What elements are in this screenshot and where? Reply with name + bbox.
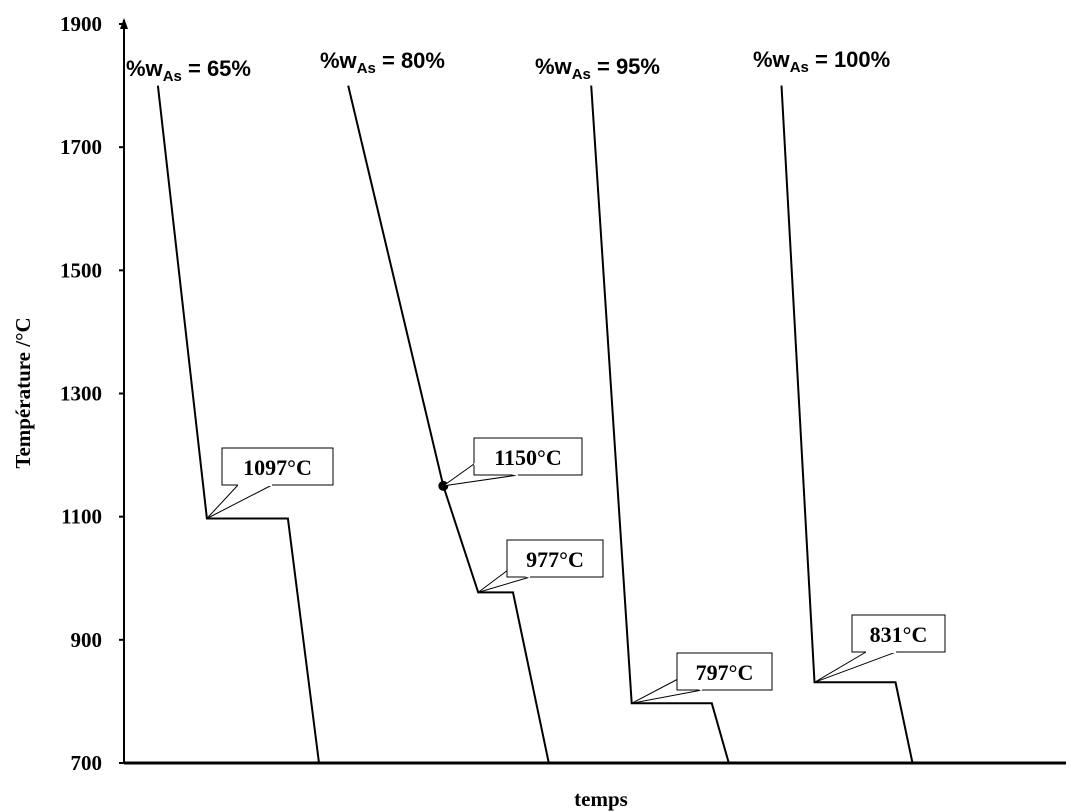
series-label-suffix: = 65% xyxy=(182,56,251,81)
series-line-3 xyxy=(590,85,730,764)
callout-label: 977°C xyxy=(526,547,584,572)
series-line-1 xyxy=(156,85,320,764)
callout-2: 1150°C xyxy=(443,437,583,487)
series-line-4 xyxy=(780,85,914,764)
callouts: 1097°C 1150°C 977°C 797°C 831°C xyxy=(206,437,946,704)
series-label-suffix: = 100% xyxy=(809,47,890,72)
series-label-prefix: %w xyxy=(753,47,791,72)
series-label-prefix: %w xyxy=(535,54,573,79)
callout-seam xyxy=(507,569,531,578)
callout-label: 1150°C xyxy=(494,445,561,470)
callout-4: 797°C xyxy=(631,652,773,704)
series-label-subscript: As xyxy=(357,60,376,77)
y-tick-label: 1100 xyxy=(61,505,102,529)
series-labels: %wAs = 65% %wAs = 80% %wAs = 95% %wAs = 100… xyxy=(126,47,890,85)
callout-pointer xyxy=(206,484,273,519)
callout-seam xyxy=(473,463,519,476)
callout-label: 797°C xyxy=(696,660,754,685)
series-label-4: %wAs = 100% xyxy=(753,47,890,76)
y-axis-title: Température /°C xyxy=(11,317,35,468)
series-label-suffix: = 80% xyxy=(376,48,445,73)
callout-5: 831°C xyxy=(814,614,946,683)
y-ticks: 700 900 1100 1300 1500 1700 1900 xyxy=(60,12,124,775)
series-lines xyxy=(156,85,914,764)
callout-seam xyxy=(677,678,703,691)
callout-pointer xyxy=(814,651,897,683)
callout-1: 1097°C xyxy=(206,447,334,519)
y-tick-label: 900 xyxy=(71,628,103,652)
series-label-prefix: %w xyxy=(320,48,358,73)
y-tick-label: 1700 xyxy=(60,135,102,159)
y-tick-label: 700 xyxy=(71,751,103,775)
y-tick-label: 1500 xyxy=(60,258,102,282)
series-label-subscript: As xyxy=(790,59,809,76)
series-label-subscript: As xyxy=(163,68,182,85)
callout-box xyxy=(221,447,334,486)
series-label-1: %wAs = 65% xyxy=(126,56,251,85)
callout-label: 1097°C xyxy=(243,455,312,480)
series-label-3: %wAs = 95% xyxy=(535,54,660,83)
x-axis-title: temps xyxy=(574,787,628,811)
callout-box xyxy=(676,652,773,691)
series-line-2 xyxy=(347,85,550,764)
series-label-suffix: = 95% xyxy=(591,54,660,79)
callout-3: 977°C xyxy=(477,539,604,593)
series-label-2: %wAs = 80% xyxy=(320,48,445,77)
callout-box xyxy=(506,539,604,578)
series-label-subscript: As xyxy=(572,66,591,83)
callout-box xyxy=(851,614,946,653)
y-tick-label: 1900 xyxy=(60,12,102,36)
callout-label: 831°C xyxy=(870,622,928,647)
y-tick-label: 1300 xyxy=(60,382,102,406)
series-label-prefix: %w xyxy=(126,56,164,81)
